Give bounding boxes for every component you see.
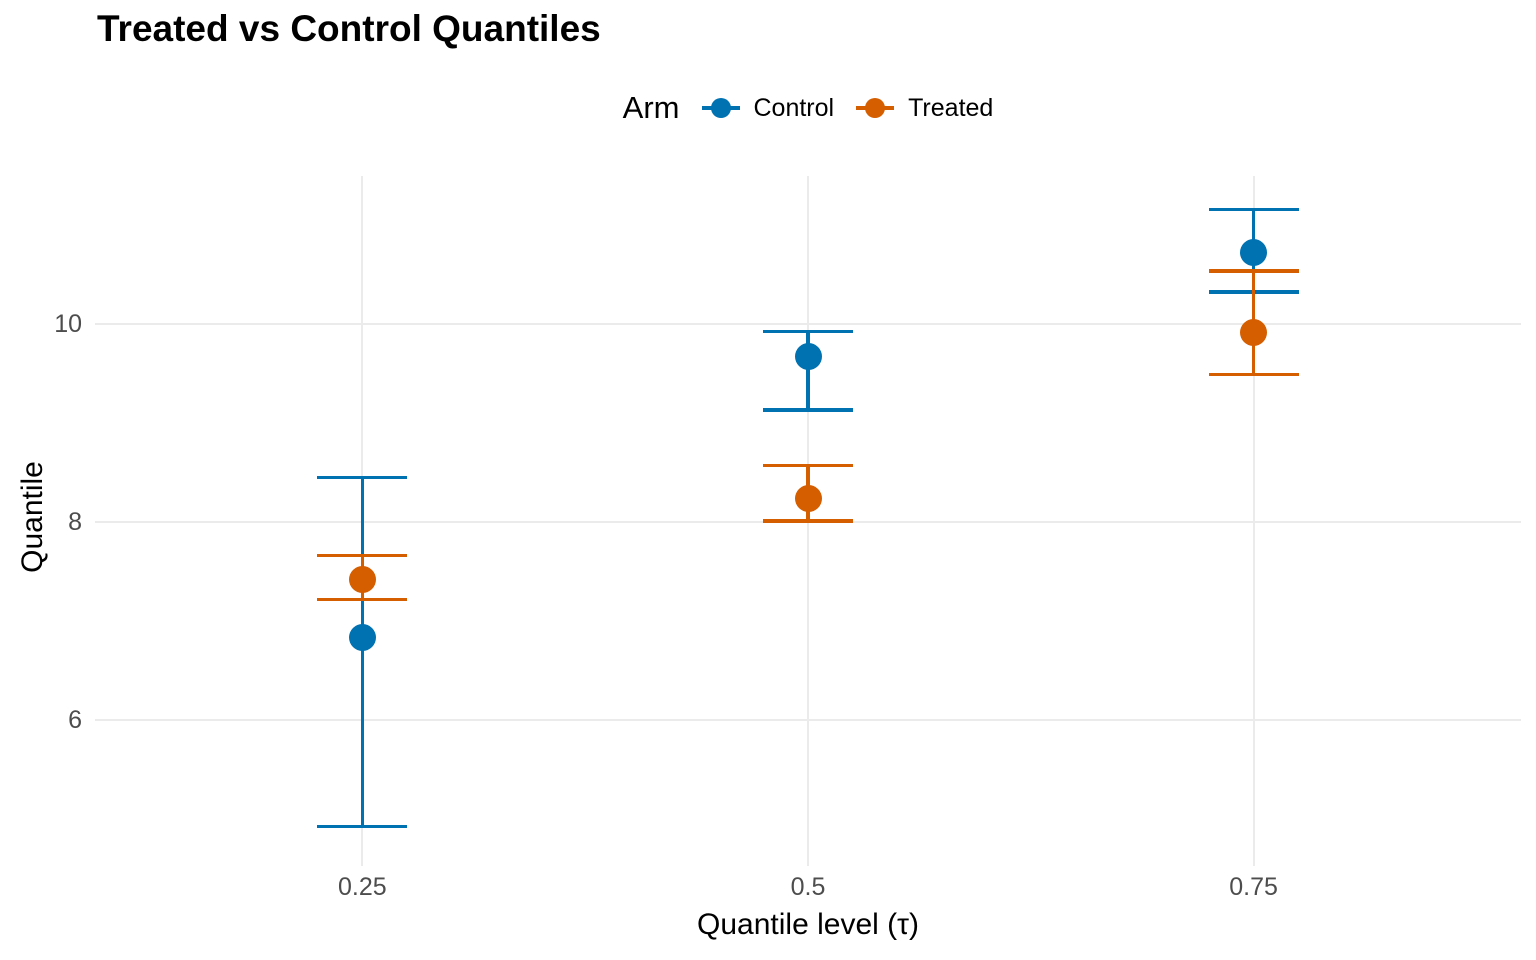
errorbar-cap-bottom-control <box>763 408 853 412</box>
y-tick-label-10: 10 <box>54 309 82 338</box>
chart-title: Treated vs Control Quantiles <box>97 8 601 49</box>
legend-item-treated: Treated <box>856 94 993 123</box>
legend-label-treated: Treated <box>908 93 994 122</box>
legend-title: Arm <box>622 90 680 125</box>
legend-item-control: Control <box>701 93 835 123</box>
y-tick-label-6: 6 <box>68 706 82 735</box>
legend-key-control-icon <box>701 94 740 122</box>
errorbar-cap-bottom-treated <box>763 519 853 523</box>
errorbar-cap-top-control <box>763 329 853 334</box>
legend-label-control: Control <box>753 93 835 122</box>
y-tick-label-8: 8 <box>68 507 82 536</box>
errorbar-line-control <box>806 331 810 410</box>
point-treated <box>794 484 822 512</box>
errorbar-cap-bottom-treated <box>317 597 408 602</box>
errorbar-cap-top-control <box>1208 207 1299 212</box>
x-tick-label-0.25: 0.25 <box>338 873 387 901</box>
legend-items: Control Treated <box>701 93 993 123</box>
point-treated <box>1240 319 1268 347</box>
errorbar-cap-bottom-treated <box>1208 372 1299 377</box>
x-tick-label-0.5: 0.5 <box>790 873 826 901</box>
errorbar-cap-bottom-control <box>317 824 408 829</box>
gridline-x-0.75 <box>1252 176 1255 866</box>
legend-key-dot <box>865 98 886 118</box>
point-control <box>348 624 376 652</box>
point-control <box>794 342 822 370</box>
x-tick-label-0.75: 0.75 <box>1229 873 1278 901</box>
x-axis-title: Quantile level (τ) <box>697 908 919 941</box>
legend: Arm Control Treated <box>95 88 1521 128</box>
errorbar-cap-top-treated <box>317 553 408 558</box>
point-control <box>1240 238 1268 266</box>
plot-panel <box>95 176 1521 866</box>
errorbar-cap-top-treated <box>1208 269 1299 273</box>
errorbar-line-control <box>360 477 365 827</box>
errorbar-cap-top-treated <box>763 463 853 468</box>
errorbar-cap-top-control <box>317 475 408 480</box>
point-treated <box>348 565 376 593</box>
legend-key-treated-icon <box>856 94 895 122</box>
legend-key-dot <box>710 98 731 118</box>
